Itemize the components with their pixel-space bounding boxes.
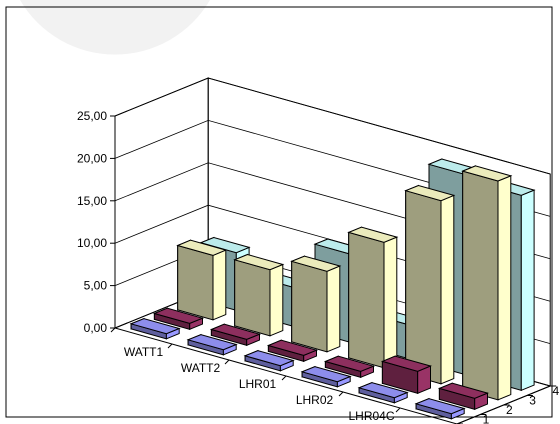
bar: [300, 365, 352, 388]
bar: [233, 253, 285, 337]
chart-area-border: [5, 6, 553, 418]
gridline: [114, 77, 551, 175]
bar-top: [290, 255, 342, 272]
x-tick-label: LHR02: [296, 393, 334, 407]
z-tick-label: 1: [483, 412, 490, 424]
bar: [357, 381, 409, 404]
bar-face: [520, 189, 535, 392]
bar: [266, 339, 319, 363]
bar-top: [414, 398, 466, 415]
x-tick-mark: [338, 391, 344, 397]
x-tick-mark: [224, 359, 230, 365]
bar-front: [177, 244, 214, 321]
y-tick-label: 0,00: [84, 321, 108, 335]
bar: [414, 397, 466, 420]
bar-front: [348, 231, 385, 369]
y-tick-label: 10,00: [77, 236, 107, 250]
bar-top: [300, 366, 352, 383]
bar-face: [383, 236, 398, 369]
bar: [152, 307, 205, 331]
y-tick-label: 15,00: [77, 194, 107, 208]
bar-face: [440, 194, 455, 385]
z-tick-label: 2: [506, 403, 513, 417]
bar-top: [266, 339, 319, 356]
x-axis-ticks: WATT1WATT2LHR01LHR02LHR04CLHR07C: [110, 327, 457, 424]
bar-front: [405, 190, 442, 385]
bar-face: [326, 265, 341, 353]
y-axis-ticks: 0,00 5,00 10,00 15,00 20,00 25,00: [77, 109, 115, 335]
x-tick-label: LHR04C: [348, 409, 394, 423]
bar-top: [233, 253, 285, 271]
bar-top: [461, 165, 513, 182]
bar: [243, 349, 295, 372]
bar: [380, 355, 433, 395]
bar: [129, 317, 181, 340]
bar: [186, 333, 238, 356]
bar: [176, 239, 228, 321]
bar-face: [497, 175, 512, 401]
bar-top: [176, 239, 228, 256]
watermark-shape: [20, 0, 210, 55]
y-tick-label: 5,00: [84, 279, 108, 293]
depth-axis-ticks: 1 2 3 4: [456, 384, 560, 424]
bar-face: [212, 249, 227, 321]
bar-front: [291, 260, 328, 353]
bar-top: [186, 334, 238, 351]
z-tick-label: 4: [553, 384, 560, 398]
bar: [404, 184, 456, 385]
bar: [347, 226, 399, 369]
bar-top: [404, 184, 456, 202]
bar-top: [243, 350, 295, 367]
bar-top: [357, 382, 409, 399]
x-tick-label: WATT1: [124, 345, 164, 359]
bar: [461, 165, 513, 401]
bar: [290, 255, 342, 353]
bar-top: [323, 355, 376, 372]
x-tick-label: WATT2: [181, 361, 221, 375]
x-tick-mark: [395, 407, 401, 413]
bars: [129, 158, 536, 420]
x-tick-mark: [110, 327, 116, 333]
bar-top: [152, 307, 205, 324]
bar: [209, 323, 262, 347]
bar: [437, 382, 490, 411]
x-tick-label: LHR01: [239, 377, 277, 391]
bar: [323, 355, 376, 379]
depth-axis-line: [456, 385, 551, 424]
x-tick-mark: [281, 375, 287, 381]
bar-face: [269, 263, 284, 337]
bar-front: [234, 259, 271, 337]
y-tick-label: 20,00: [77, 151, 107, 165]
bar-top: [347, 226, 399, 243]
bar-top: [129, 318, 181, 335]
bar-front: [462, 170, 499, 401]
x-tick-mark: [167, 343, 173, 349]
y-tick-label: 25,00: [77, 109, 107, 123]
bar-top: [380, 355, 433, 372]
bar-top: [209, 323, 262, 340]
z-tick-label: 3: [529, 393, 536, 407]
bar-top: [437, 382, 490, 399]
